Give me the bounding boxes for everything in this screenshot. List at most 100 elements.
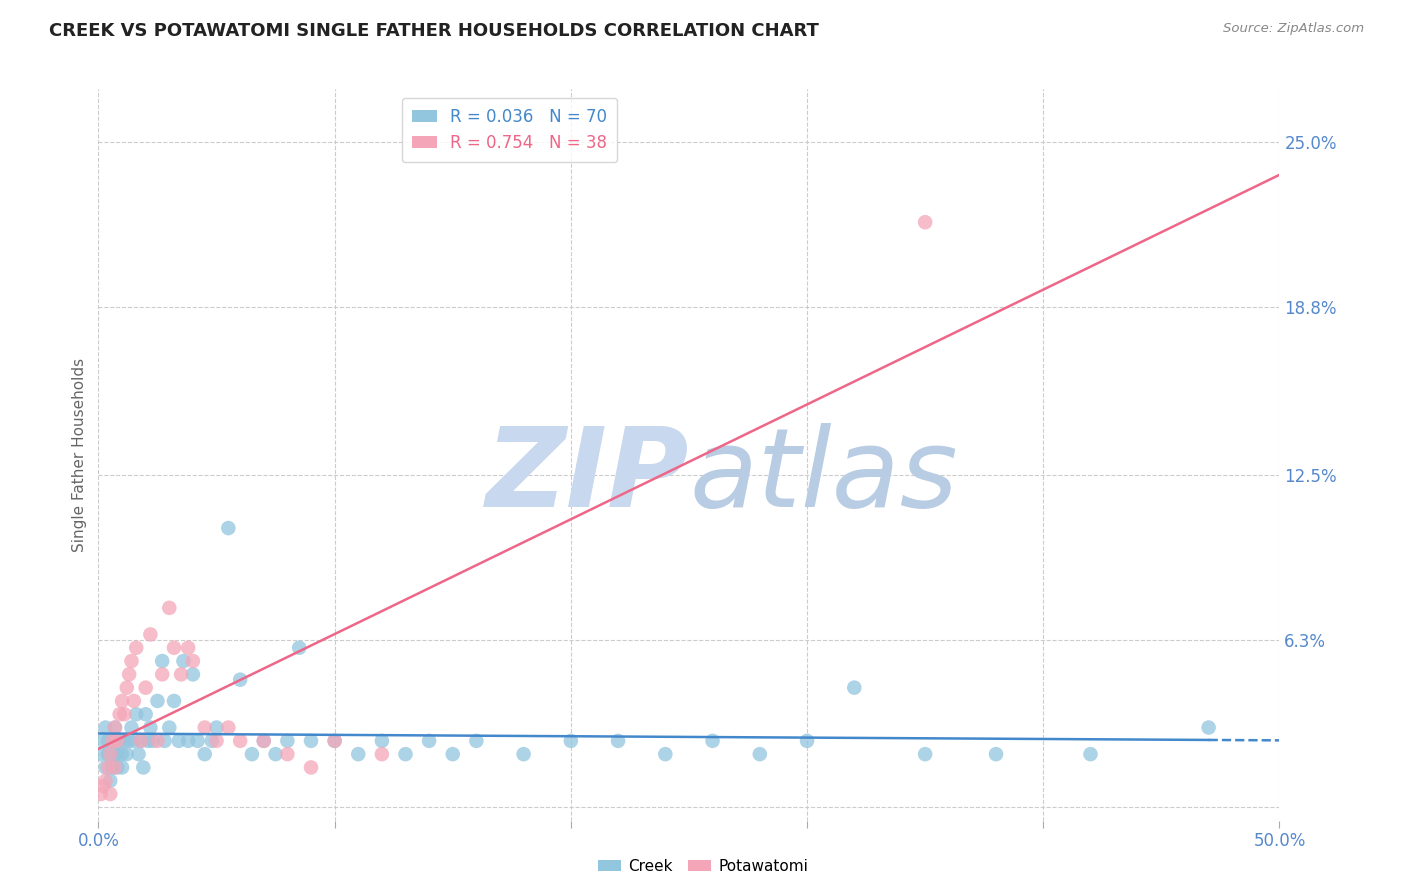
Point bbox=[181, 654, 204, 668]
Point bbox=[139, 627, 162, 641]
Point bbox=[205, 721, 228, 735]
Point bbox=[560, 734, 582, 748]
Point bbox=[702, 734, 724, 748]
Point bbox=[796, 734, 818, 748]
Point bbox=[654, 747, 676, 761]
Point bbox=[122, 734, 145, 748]
Point bbox=[142, 734, 165, 748]
Point bbox=[323, 734, 346, 748]
Point bbox=[118, 667, 141, 681]
Point bbox=[115, 747, 138, 761]
Point bbox=[98, 747, 121, 761]
Point bbox=[115, 681, 138, 695]
Point bbox=[1080, 747, 1102, 761]
Point bbox=[97, 747, 120, 761]
Point bbox=[146, 734, 169, 748]
Point bbox=[914, 747, 936, 761]
Point bbox=[105, 734, 128, 748]
Legend: Creek, Potawatomi: Creek, Potawatomi bbox=[592, 853, 814, 880]
Point bbox=[94, 773, 117, 788]
Point bbox=[111, 747, 134, 761]
Point bbox=[201, 734, 224, 748]
Point bbox=[177, 640, 200, 655]
Point bbox=[108, 707, 131, 722]
Point bbox=[108, 734, 131, 748]
Point bbox=[194, 747, 217, 761]
Point bbox=[90, 747, 112, 761]
Point bbox=[101, 760, 124, 774]
Point bbox=[112, 734, 135, 748]
Point bbox=[98, 747, 121, 761]
Point bbox=[146, 694, 169, 708]
Point bbox=[253, 734, 276, 748]
Point bbox=[94, 721, 117, 735]
Point bbox=[105, 760, 128, 774]
Point bbox=[371, 734, 394, 748]
Point bbox=[98, 787, 121, 801]
Point bbox=[172, 654, 194, 668]
Point bbox=[276, 747, 298, 761]
Point bbox=[125, 707, 148, 722]
Point bbox=[153, 734, 176, 748]
Point bbox=[111, 694, 134, 708]
Point bbox=[135, 707, 157, 722]
Point bbox=[194, 721, 217, 735]
Point bbox=[121, 721, 143, 735]
Point bbox=[132, 760, 155, 774]
Point bbox=[136, 734, 159, 748]
Point bbox=[441, 747, 464, 761]
Legend: R = 0.036   N = 70, R = 0.754   N = 38: R = 0.036 N = 70, R = 0.754 N = 38 bbox=[402, 97, 617, 161]
Point bbox=[104, 747, 127, 761]
Point bbox=[157, 600, 180, 615]
Point bbox=[914, 215, 936, 229]
Point bbox=[299, 760, 322, 774]
Point bbox=[91, 734, 114, 748]
Point bbox=[118, 734, 141, 748]
Point bbox=[129, 734, 152, 748]
Point bbox=[111, 760, 134, 774]
Point bbox=[157, 721, 180, 735]
Point bbox=[323, 734, 346, 748]
Point bbox=[347, 747, 370, 761]
Point bbox=[104, 721, 127, 735]
Point bbox=[90, 787, 112, 801]
Text: Source: ZipAtlas.com: Source: ZipAtlas.com bbox=[1223, 22, 1364, 36]
Point bbox=[98, 773, 121, 788]
Point bbox=[418, 734, 440, 748]
Point bbox=[150, 654, 173, 668]
Point bbox=[104, 721, 127, 735]
Point bbox=[748, 747, 770, 761]
Point bbox=[135, 681, 157, 695]
Point bbox=[104, 760, 127, 774]
Point bbox=[163, 640, 186, 655]
Point bbox=[264, 747, 287, 761]
Point bbox=[465, 734, 488, 748]
Text: atlas: atlas bbox=[689, 424, 957, 531]
Point bbox=[170, 667, 193, 681]
Point bbox=[121, 654, 143, 668]
Y-axis label: Single Father Households: Single Father Households bbox=[72, 358, 87, 552]
Point bbox=[288, 640, 311, 655]
Point bbox=[394, 747, 416, 761]
Point bbox=[371, 747, 394, 761]
Point bbox=[97, 734, 120, 748]
Point bbox=[125, 640, 148, 655]
Point bbox=[253, 734, 276, 748]
Point bbox=[105, 747, 128, 761]
Point bbox=[205, 734, 228, 748]
Point bbox=[187, 734, 209, 748]
Point bbox=[217, 521, 239, 535]
Point bbox=[217, 721, 239, 735]
Point bbox=[97, 760, 120, 774]
Point bbox=[139, 721, 162, 735]
Point bbox=[150, 667, 173, 681]
Point bbox=[128, 747, 150, 761]
Point bbox=[112, 707, 135, 722]
Text: ZIP: ZIP bbox=[485, 424, 689, 531]
Point bbox=[1198, 721, 1220, 735]
Point bbox=[167, 734, 190, 748]
Point bbox=[607, 734, 630, 748]
Point bbox=[984, 747, 1007, 761]
Point bbox=[181, 667, 204, 681]
Point bbox=[276, 734, 298, 748]
